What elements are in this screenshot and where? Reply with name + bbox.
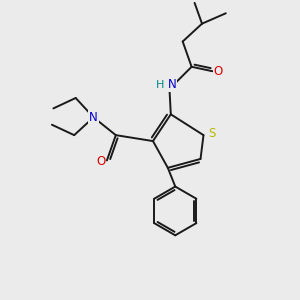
Text: N: N [89, 111, 98, 124]
Text: H: H [156, 80, 164, 90]
Text: N: N [168, 78, 177, 91]
Text: O: O [96, 155, 106, 168]
Text: S: S [208, 127, 215, 140]
Text: O: O [214, 65, 223, 78]
